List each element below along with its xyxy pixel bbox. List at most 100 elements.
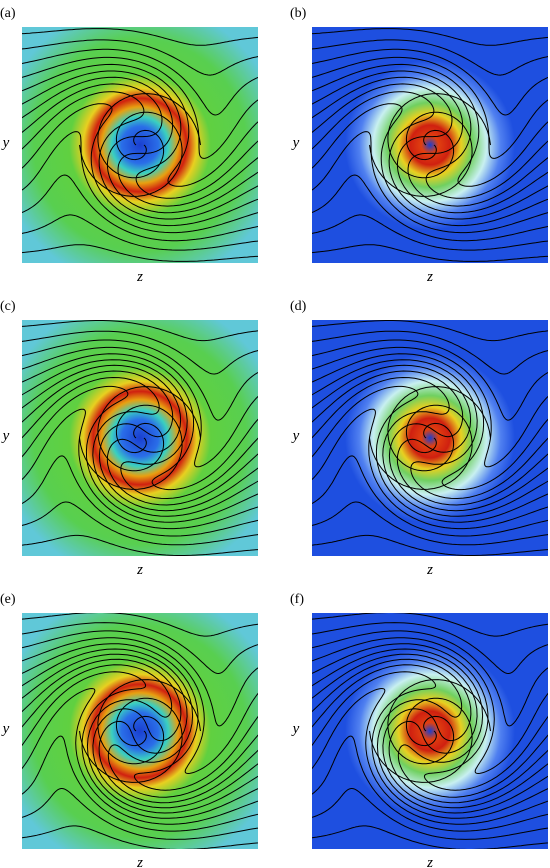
spiral-arm xyxy=(79,111,183,197)
streamline xyxy=(312,174,548,242)
panel xyxy=(312,613,548,849)
streamline xyxy=(312,501,548,546)
spiral-arm xyxy=(97,386,201,472)
streamline xyxy=(312,664,548,814)
panel xyxy=(312,320,548,556)
streamline xyxy=(312,630,548,727)
streamline xyxy=(22,501,258,546)
spiral-arm xyxy=(97,679,201,765)
streamline xyxy=(22,339,258,421)
streamline xyxy=(312,339,548,421)
panel-label: (a) xyxy=(0,6,16,21)
streamline xyxy=(312,534,548,556)
panel xyxy=(22,613,258,849)
streamline xyxy=(312,346,548,468)
streamline xyxy=(312,637,548,775)
streamline xyxy=(22,376,258,517)
panel-label: (c) xyxy=(0,299,16,314)
streamline xyxy=(22,788,258,840)
streamline xyxy=(22,63,258,187)
streamline xyxy=(312,353,548,491)
spiral-arm xyxy=(79,697,183,783)
streamline xyxy=(312,244,548,262)
streamline xyxy=(312,671,548,819)
x-axis-label: z xyxy=(426,855,433,868)
x-axis-label: z xyxy=(136,562,143,578)
streamline xyxy=(312,214,548,251)
spiral-arm xyxy=(79,404,183,490)
panel-label: (b) xyxy=(290,6,307,21)
streamline xyxy=(22,39,258,76)
spiral-arm xyxy=(97,93,201,179)
streamline xyxy=(312,735,548,832)
streamline xyxy=(312,613,548,637)
y-axis-label: y xyxy=(291,721,300,737)
streamline xyxy=(312,687,548,825)
streamline xyxy=(312,83,548,214)
streamline xyxy=(22,244,258,262)
x-axis-label: z xyxy=(426,269,433,285)
y-axis-label: y xyxy=(291,428,300,444)
streamline xyxy=(312,385,548,523)
streamline xyxy=(22,408,258,530)
panel-label: (e) xyxy=(0,592,16,607)
heatmap xyxy=(312,613,548,849)
streamline xyxy=(22,658,258,809)
panel-label: (f) xyxy=(290,592,304,607)
streamline xyxy=(22,83,258,214)
streamline xyxy=(22,330,258,375)
streamline xyxy=(22,534,258,556)
streamline xyxy=(312,56,548,159)
streamline xyxy=(312,455,548,537)
streamline xyxy=(312,370,548,512)
panel-label: (d) xyxy=(290,299,307,314)
heatmap xyxy=(22,320,258,556)
streamline xyxy=(22,648,258,798)
streamline xyxy=(22,76,258,207)
panel xyxy=(22,27,258,263)
y-axis-label: y xyxy=(1,135,10,151)
streamline xyxy=(22,56,258,159)
panel xyxy=(22,320,258,556)
streamline xyxy=(22,103,258,227)
streamline xyxy=(312,359,548,500)
streamline xyxy=(312,103,548,227)
streamline xyxy=(312,70,548,199)
streamline xyxy=(312,408,548,530)
streamline xyxy=(312,320,548,342)
streamline xyxy=(22,613,258,637)
streamline xyxy=(22,653,258,804)
streamline xyxy=(312,376,548,517)
streamline xyxy=(22,364,258,506)
streamline xyxy=(22,359,258,500)
heatmap xyxy=(312,27,548,263)
streamline xyxy=(312,364,548,506)
spiral-arm xyxy=(369,404,473,490)
streamline xyxy=(22,455,258,537)
streamline xyxy=(22,28,258,46)
streamline xyxy=(312,91,548,220)
spiral-arm xyxy=(369,697,473,783)
streamline xyxy=(312,622,548,674)
streamline xyxy=(22,630,258,727)
streamline xyxy=(22,643,258,791)
spiral-arm xyxy=(387,679,491,765)
streamline xyxy=(312,658,548,809)
y-axis-label: y xyxy=(1,721,10,737)
streamline xyxy=(22,622,258,674)
streamline xyxy=(312,39,548,76)
streamline xyxy=(22,70,258,199)
x-axis-label: z xyxy=(136,855,143,868)
streamline xyxy=(22,664,258,814)
streamline xyxy=(312,825,548,849)
streamline xyxy=(312,330,548,375)
streamline xyxy=(312,648,548,798)
heatmap xyxy=(22,27,258,263)
panel xyxy=(312,27,548,263)
heatmap xyxy=(22,613,258,849)
heatmap xyxy=(312,320,548,556)
streamline xyxy=(22,687,258,825)
streamline xyxy=(22,735,258,832)
streamline xyxy=(22,825,258,849)
